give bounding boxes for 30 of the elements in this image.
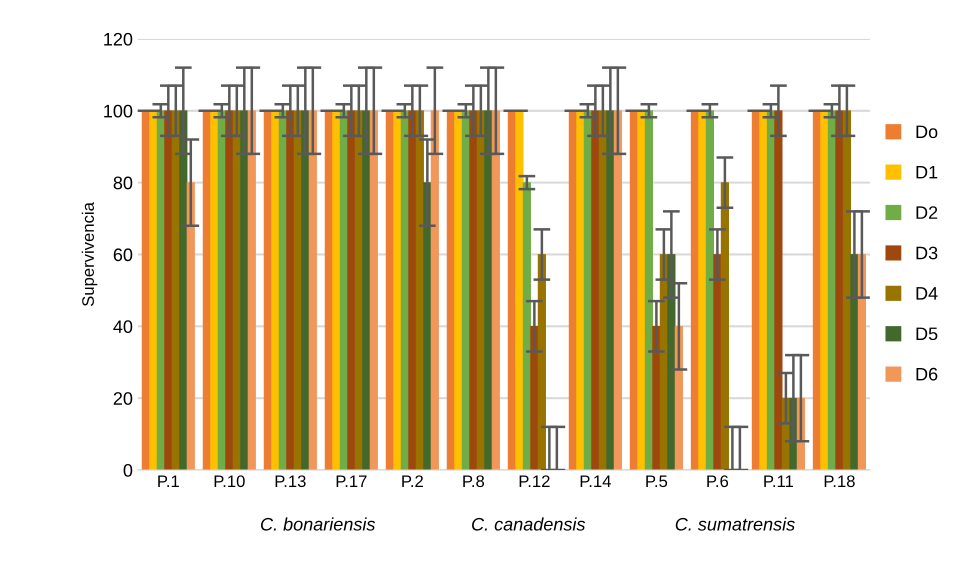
text: C. bonariensis (261, 517, 376, 531)
y-tick-label: 100 (104, 104, 132, 118)
legend-label: D6 (916, 368, 938, 381)
x-tick-label: P.10 (214, 475, 245, 488)
x-tick-label: P.6 (707, 475, 728, 488)
y-tick-label: 0 (124, 464, 132, 477)
legend-label: D4 (916, 287, 938, 300)
y-axis-title: Supervivencia (82, 202, 98, 306)
x-tick-label: P.1 (158, 476, 179, 487)
legend-label: D3 (916, 246, 938, 260)
x-tick-label: P.14 (580, 476, 611, 487)
y-tick-label: 60 (114, 248, 132, 262)
text: C. sumatrensis (676, 517, 795, 531)
y-tick-label: 120 (104, 32, 132, 46)
y-tick-label: 40 (113, 320, 132, 334)
x-tick-label: P.2 (402, 475, 423, 487)
x-tick-label: P.5 (646, 476, 668, 488)
y-tick-label: 80 (114, 176, 132, 190)
x-tick-label: P.12 (520, 475, 550, 487)
legend-label: D5 (916, 328, 938, 340)
text: C. canadensis (472, 517, 586, 531)
legend-label: D2 (916, 206, 938, 219)
x-tick-label: P.18 (824, 475, 855, 488)
x-tick-label: P.8 (463, 475, 484, 488)
x-tick-label: P.11 (764, 476, 794, 487)
x-tick-label: P.13 (276, 475, 306, 488)
y-tick-label: 20 (114, 392, 132, 405)
legend-label: Do (916, 126, 938, 138)
legend-label: D1 (916, 166, 938, 178)
x-tick-label: P.17 (336, 476, 367, 487)
